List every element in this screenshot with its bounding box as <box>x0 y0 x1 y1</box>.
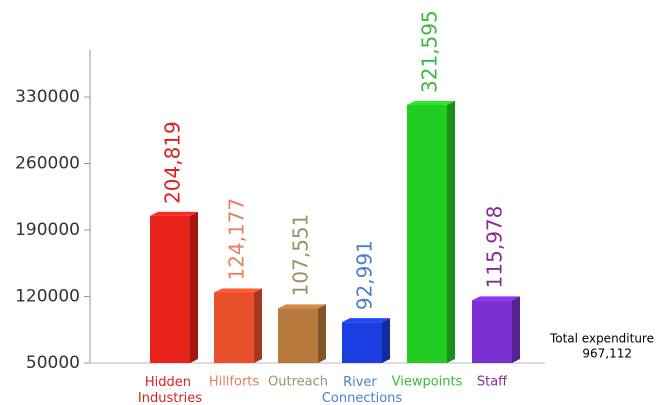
bar-side <box>447 100 455 364</box>
x-tick-label: Viewpoints <box>392 375 463 390</box>
bar <box>472 300 512 363</box>
bar-side <box>318 304 326 363</box>
value-label: 107,551 <box>289 214 313 297</box>
x-tick-label-line: River <box>343 375 381 390</box>
x-tick-label: Hidden Industries <box>138 375 202 405</box>
value-label: 124,177 <box>225 198 249 281</box>
x-tick-label: Outreach <box>268 375 328 390</box>
bar-side <box>254 288 262 363</box>
y-tick-label: 260000 <box>15 154 80 174</box>
bar-top <box>214 288 262 293</box>
bar-top <box>342 318 390 323</box>
bar-top <box>278 304 326 309</box>
value-label: 115,978 <box>483 206 507 289</box>
bar <box>342 322 382 363</box>
x-tick-label-line: Hidden <box>145 375 195 390</box>
bar-side <box>190 211 198 363</box>
bar-top <box>150 211 198 216</box>
annotation: 967,112 <box>582 347 632 361</box>
bar-top <box>472 296 520 301</box>
bar <box>278 308 318 363</box>
x-tick-label: River Connections <box>322 375 403 405</box>
y-tick-label: 190000 <box>15 220 80 240</box>
value-label: 204,819 <box>161 121 185 204</box>
bar <box>214 292 254 363</box>
bar-side <box>382 318 390 363</box>
x-tick-label: Staff <box>477 375 508 390</box>
y-tick-label: 120000 <box>15 287 80 307</box>
x-tick-label-line: Industries <box>138 391 202 405</box>
bar <box>150 215 190 363</box>
x-tick-label-line: Connections <box>322 391 403 405</box>
bar-side <box>512 296 520 363</box>
bar <box>407 104 447 364</box>
value-label: 92,991 <box>353 240 377 310</box>
bar-top <box>407 100 455 105</box>
annotation: Total expenditure <box>549 332 654 346</box>
x-tick-label: Hillforts <box>209 375 260 390</box>
y-tick-label: 50000 <box>26 353 80 373</box>
value-label: 321,595 <box>418 10 442 93</box>
y-tick-label: 330000 <box>15 87 80 107</box>
